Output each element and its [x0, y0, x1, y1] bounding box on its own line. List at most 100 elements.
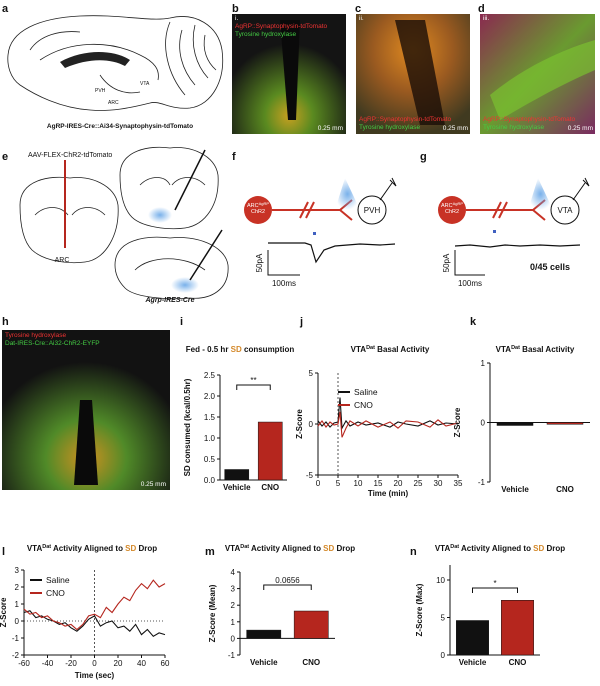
y-axis-label: SD consumed (kcal/0.5hr): [183, 378, 192, 476]
series-line: [317, 411, 459, 438]
panel-letters: a b c d e f g h i j k l m n: [2, 3, 485, 558]
bar: [257, 421, 283, 481]
cell-sup: AgRP: [259, 201, 270, 206]
x-tick-label: CNO: [509, 658, 527, 667]
significance-bracket: [472, 587, 518, 593]
bar: [496, 422, 534, 426]
scale-label: 0.25 mm: [443, 125, 468, 132]
bar: [456, 620, 489, 656]
x-tick-label: 0: [92, 659, 97, 668]
sagittal-diagram: PVH VTA ARC AgRP-IRES-Cre::Ai34-Synaptop…: [7, 15, 224, 130]
title-part: SD: [125, 544, 136, 553]
x-tick-label: 20: [394, 479, 403, 488]
y-tick-label: 0: [15, 617, 20, 626]
y-tick-label: 0: [309, 420, 314, 429]
panel-letter: m: [205, 546, 215, 558]
target-label: PVH: [364, 206, 381, 215]
y-tick-label: 1: [15, 600, 20, 609]
x-axis-label: Time (sec): [75, 671, 115, 680]
roman: i.: [235, 15, 238, 22]
scale-label: 100ms: [272, 279, 296, 288]
x-tick-label: Vehicle: [501, 485, 529, 494]
scale-label: 0.25 mm: [568, 125, 593, 132]
title-part: consumption: [242, 345, 295, 354]
y-tick-label: 1: [231, 618, 236, 627]
green-label: Tyrosine hydroxylase: [359, 124, 420, 131]
x-tick-label: -20: [65, 659, 77, 668]
green-label: Dat-IRES-Cre::Ai32-ChR2-EYFP: [5, 340, 100, 347]
y-tick-label: 0.0: [204, 476, 216, 485]
scale-label: 0.25 mm: [141, 481, 166, 488]
y-tick-label: 0: [231, 634, 236, 643]
x-tick-label: 30: [434, 479, 443, 488]
bar: [546, 422, 584, 425]
title-part: Activity Aligned to: [249, 544, 323, 553]
panel-letter: g: [420, 151, 427, 163]
series-line: [23, 610, 166, 638]
region-label: PVH: [95, 88, 106, 94]
title-part: VTA: [351, 345, 367, 354]
x-axis-label: Time (min): [368, 489, 409, 498]
y-tick-label: 3: [231, 585, 236, 594]
x-tick-label: 5: [336, 479, 341, 488]
x-tick-label: CNO: [556, 485, 574, 494]
y-tick-label: 1.5: [204, 413, 216, 422]
title-part: Activity Aligned to: [51, 544, 125, 553]
significance-bracket: [263, 584, 312, 590]
cell-sub: ChR2: [251, 209, 265, 215]
chart-title: Fed - 0.5 hr SD consumption: [186, 345, 295, 354]
y-tick-label: 2.5: [204, 371, 216, 380]
y-axis-label: Z-Score (Mean): [208, 584, 217, 642]
panel-letter: d: [478, 3, 485, 15]
significance-label: 0.0656: [275, 576, 300, 585]
title-part: Dat: [240, 544, 249, 550]
schematic-g: ARCAgRP ChR2 VTA 50pA 100ms 0/45 cells: [438, 177, 590, 288]
bar: [224, 469, 250, 481]
title-part: Activity Aligned to: [459, 544, 533, 553]
y-tick-label: 2: [15, 583, 20, 592]
panel-letter: l: [2, 546, 5, 558]
y-tick-label: 10: [436, 576, 445, 585]
x-tick-label: 10: [354, 479, 363, 488]
y-tick-label: 0: [441, 651, 446, 660]
y-axis-label: Z-Score: [453, 407, 462, 437]
x-tick-label: Vehicle: [223, 483, 251, 492]
legend-label: Saline: [46, 575, 70, 585]
x-tick-label: -40: [42, 659, 54, 668]
x-tick-label: 15: [374, 479, 383, 488]
y-axis-label: Z-Score (Max): [415, 583, 424, 636]
y-tick-label: -1: [12, 634, 20, 643]
y-axis-label: Z-Score: [0, 597, 8, 627]
x-tick-label: 60: [161, 659, 170, 668]
y-tick-label: 1.0: [204, 434, 216, 443]
y-tick-label: 5: [309, 369, 314, 378]
chart: VTADat Activity Aligned to SD Drop -1 0 1 2 3…: [208, 544, 355, 667]
chart: VTADat Basal Activity -1 0 1 Z-Score Vehicle C…: [453, 345, 590, 494]
y-axis-label: Z-Score: [295, 409, 304, 439]
y-tick-label: 0: [481, 419, 486, 428]
y-tick-label: -2: [12, 651, 20, 660]
chart-title: VTADat Activity Aligned to SD Drop: [225, 544, 355, 553]
chart-title: VTADat Basal Activity: [351, 345, 430, 354]
scale-label: 0.25 mm: [318, 125, 343, 132]
significance-label: *: [493, 579, 496, 588]
y-tick-label: -1: [228, 651, 236, 660]
panel-letter: b: [232, 3, 239, 15]
panel-letter: e: [2, 151, 8, 163]
legend-label: Saline: [354, 387, 378, 397]
x-tick-label: 40: [137, 659, 146, 668]
scale-label: 50pA: [442, 253, 451, 272]
schematic-f: ARCAgRP ChR2 PVH 50pA 100ms: [244, 177, 397, 288]
legend-label: CNO: [354, 400, 373, 410]
title-part: SD: [533, 544, 544, 553]
target-label: VTA: [558, 206, 574, 215]
caption: AgRP-IRES-Cre::Ai34-Synaptophysin-tdToma…: [47, 123, 193, 130]
title-part: SD: [323, 544, 334, 553]
region-label: ARC: [108, 100, 119, 106]
x-tick-label: 20: [114, 659, 123, 668]
title-part: Drop: [136, 544, 157, 553]
panel-letter: i: [180, 316, 183, 328]
y-tick-label: 5: [441, 614, 446, 623]
